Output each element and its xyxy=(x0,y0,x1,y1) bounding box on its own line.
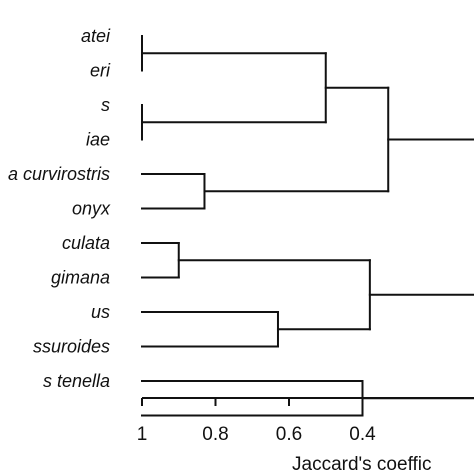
x-tick-label: 1 xyxy=(137,424,148,445)
leaf-label: iae xyxy=(86,130,110,150)
leaf-label: culata xyxy=(62,233,110,253)
dendrogram-branches xyxy=(141,35,474,417)
x-axis-ticks: 1 0.8 0.6 0.4 xyxy=(137,398,376,445)
x-tick-label: 0.8 xyxy=(202,424,228,445)
leaf-label: eri xyxy=(90,61,111,81)
leaf-label: s xyxy=(101,95,110,115)
leaf-label: s tenella xyxy=(43,371,110,391)
leaf-label: us xyxy=(91,302,110,322)
leaf-labels: atei eri s iae a curvirostris onyx culata giman… xyxy=(8,26,111,391)
leaf-label: atei xyxy=(81,26,111,46)
x-tick-label: 0.6 xyxy=(276,424,302,445)
x-axis-title: Jaccard's coeffic xyxy=(292,454,432,474)
leaf-label: onyx xyxy=(72,199,111,219)
leaf-label: a curvirostris xyxy=(8,164,110,184)
x-tick-label: 0.4 xyxy=(349,424,376,445)
leaf-label: gimana xyxy=(51,268,110,288)
x-axis: 1 0.8 0.6 0.4 Jaccard's coeffic xyxy=(137,397,474,474)
leaf-label: ssuroides xyxy=(33,337,110,357)
